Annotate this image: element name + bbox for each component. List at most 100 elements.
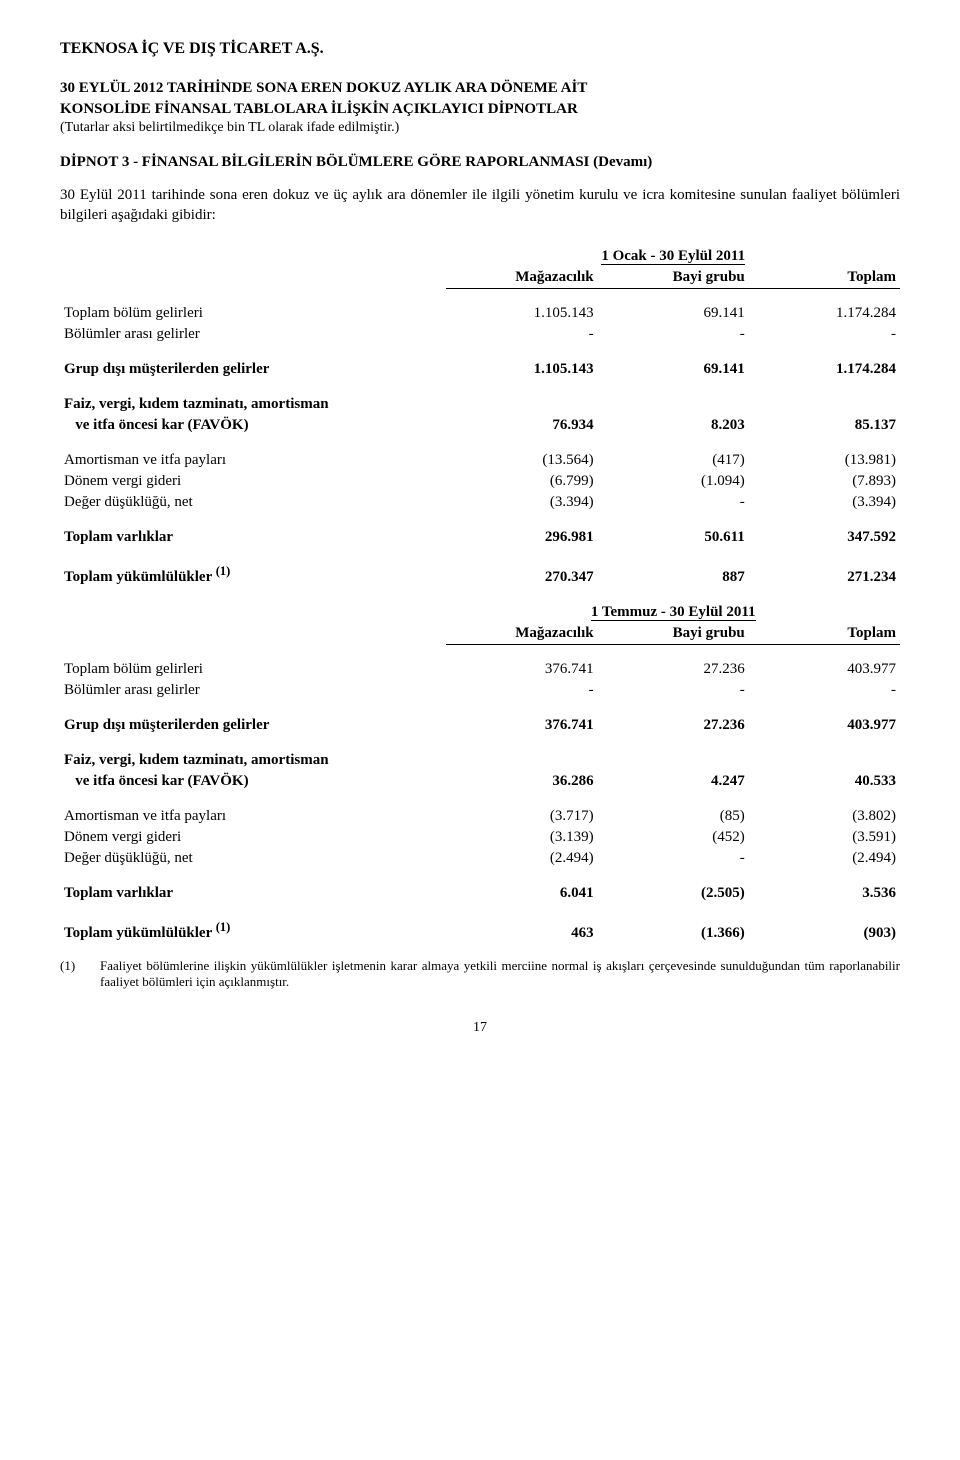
cell-value: 887	[598, 562, 749, 588]
cell-value: -	[598, 492, 749, 513]
cell-value: (13.981)	[749, 450, 900, 471]
cell-label: Grup dışı müşterilerden gelirler	[60, 359, 446, 380]
cell-label: Bölümler arası gelirler	[60, 680, 446, 701]
table-row: Toplam varlıklar 296.981 50.611 347.592	[60, 527, 900, 548]
cell-value: 69.141	[598, 303, 749, 324]
cell-value: 376.741	[446, 659, 597, 680]
cell-label: Toplam bölüm gelirleri	[60, 303, 446, 324]
table-row: Grup dışı müşterilerden gelirler 1.105.1…	[60, 359, 900, 380]
cell-value: 40.533	[749, 771, 900, 792]
cell-value: 1.174.284	[749, 359, 900, 380]
cell-label: Değer düşüklüğü, net	[60, 492, 446, 513]
footnote-marker: (1)	[216, 920, 231, 934]
cell-value: (2.494)	[446, 848, 597, 869]
cell-value: -	[749, 324, 900, 345]
cell-value: 27.236	[598, 715, 749, 736]
cell-label: Toplam varlıklar	[60, 883, 446, 904]
cell-value: (1.094)	[598, 471, 749, 492]
cell-label: Grup dışı müşterilerden gelirler	[60, 715, 446, 736]
table-row: Değer düşüklüğü, net (3.394) - (3.394)	[60, 492, 900, 513]
cell-value: 403.977	[749, 659, 900, 680]
cell-value: 36.286	[446, 771, 597, 792]
col-bayi: Bayi grubu	[598, 623, 749, 645]
cell-label: Toplam varlıklar	[60, 527, 446, 548]
note-title: DİPNOT 3 - FİNANSAL BİLGİLERİN BÖLÜMLERE…	[60, 154, 900, 171]
cell-value: 3.536	[749, 883, 900, 904]
cell-value: (3.717)	[446, 806, 597, 827]
cell-value: 69.141	[598, 359, 749, 380]
cell-value: 1.174.284	[749, 303, 900, 324]
cell-label: Toplam yükümlülükler (1)	[60, 918, 446, 944]
cell-label: Faiz, vergi, kıdem tazminatı, amortisman	[60, 394, 446, 415]
col-magazacilik: Mağazacılık	[446, 623, 597, 645]
cell-label: Amortisman ve itfa payları	[60, 450, 446, 471]
cell-value: (903)	[749, 918, 900, 944]
cell-label: Dönem vergi gideri	[60, 827, 446, 848]
cell-value: 85.137	[749, 415, 900, 436]
page-number: 17	[60, 1020, 900, 1036]
table-row: Dönem vergi gideri (6.799) (1.094) (7.89…	[60, 471, 900, 492]
footnote-marker: (1)	[60, 958, 100, 990]
cell-value: (452)	[598, 827, 749, 848]
cell-label: ve itfa öncesi kar (FAVÖK)	[60, 771, 446, 792]
table-row: Toplam varlıklar 6.041 (2.505) 3.536	[60, 883, 900, 904]
cell-value: (7.893)	[749, 471, 900, 492]
cell-value: (417)	[598, 450, 749, 471]
cell-label: Bölümler arası gelirler	[60, 324, 446, 345]
cell-value: 1.105.143	[446, 359, 597, 380]
cell-value: (2.494)	[749, 848, 900, 869]
cell-label: Değer düşüklüğü, net	[60, 848, 446, 869]
cell-value: 50.611	[598, 527, 749, 548]
cell-label: Toplam yükümlülükler (1)	[60, 562, 446, 588]
segment-table-p2: 1 Temmuz - 30 Eylül 2011 Mağazacılık Bay…	[60, 602, 900, 944]
cell-label: Toplam bölüm gelirleri	[60, 659, 446, 680]
table-row: Değer düşüklüğü, net (2.494) - (2.494)	[60, 848, 900, 869]
cell-value: 4.247	[598, 771, 749, 792]
table-row: Faiz, vergi, kıdem tazminatı, amortisman	[60, 394, 900, 415]
cell-value: -	[598, 848, 749, 869]
table-row: Toplam yükümlülükler (1) 463 (1.366) (90…	[60, 918, 900, 944]
table-row: Toplam bölüm gelirleri 1.105.143 69.141 …	[60, 303, 900, 324]
cell-value: (2.505)	[598, 883, 749, 904]
cell-label: Amortisman ve itfa payları	[60, 806, 446, 827]
note-intro: 30 Eylül 2011 tarihinde sona eren dokuz …	[60, 185, 900, 226]
report-line-2: KONSOLİDE FİNANSAL TABLOLARA İLİŞKİN AÇI…	[60, 99, 900, 120]
col-magazacilik: Mağazacılık	[446, 267, 597, 289]
cell-value: -	[749, 680, 900, 701]
label-text: Toplam yükümlülükler	[64, 569, 216, 585]
cell-value: (3.394)	[446, 492, 597, 513]
table-row: ve itfa öncesi kar (FAVÖK) 76.934 8.203 …	[60, 415, 900, 436]
cell-value: (3.591)	[749, 827, 900, 848]
report-line-1: 30 EYLÜL 2012 TARİHİNDE SONA EREN DOKUZ …	[60, 78, 900, 99]
cell-value: (3.802)	[749, 806, 900, 827]
col-bayi: Bayi grubu	[598, 267, 749, 289]
cell-value: -	[598, 324, 749, 345]
cell-value: 270.347	[446, 562, 597, 588]
cell-value: 6.041	[446, 883, 597, 904]
table-row: Dönem vergi gideri (3.139) (452) (3.591)	[60, 827, 900, 848]
cell-value: (3.394)	[749, 492, 900, 513]
cell-value: (3.139)	[446, 827, 597, 848]
cell-label: Dönem vergi gideri	[60, 471, 446, 492]
table-row: ve itfa öncesi kar (FAVÖK) 36.286 4.247 …	[60, 771, 900, 792]
table-row: Bölümler arası gelirler - - -	[60, 324, 900, 345]
cell-value: 347.592	[749, 527, 900, 548]
cell-value: 403.977	[749, 715, 900, 736]
col-toplam: Toplam	[749, 623, 900, 645]
cell-value: 376.741	[446, 715, 597, 736]
cell-value: 8.203	[598, 415, 749, 436]
col-toplam: Toplam	[749, 267, 900, 289]
cell-value: (6.799)	[446, 471, 597, 492]
table-row: Toplam bölüm gelirleri 376.741 27.236 40…	[60, 659, 900, 680]
cell-value: 76.934	[446, 415, 597, 436]
footnote-marker: (1)	[216, 564, 231, 578]
cell-label: Faiz, vergi, kıdem tazminatı, amortisman	[60, 750, 446, 771]
cell-value: -	[446, 680, 597, 701]
cell-value: 296.981	[446, 527, 597, 548]
cell-value: (1.366)	[598, 918, 749, 944]
table-row: Amortisman ve itfa payları (13.564) (417…	[60, 450, 900, 471]
period-2-header: 1 Temmuz - 30 Eylül 2011	[591, 604, 756, 621]
cell-value: (85)	[598, 806, 749, 827]
cell-value: 1.105.143	[446, 303, 597, 324]
cell-value: (13.564)	[446, 450, 597, 471]
